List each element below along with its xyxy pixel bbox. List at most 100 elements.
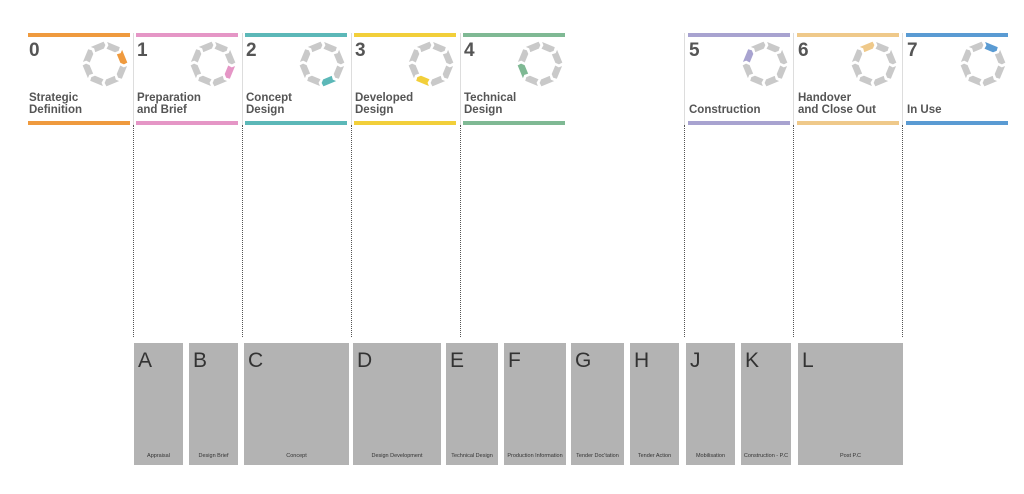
stage-color-bar-bottom <box>136 121 238 125</box>
ring-segment <box>763 74 782 88</box>
stage-header-divider <box>902 33 903 125</box>
stage-number: 3 <box>355 40 366 61</box>
stage-number: 5 <box>689 40 700 61</box>
ring-segment <box>189 47 203 64</box>
stage-7: 7 In Use <box>906 33 1008 125</box>
stage-header-divider <box>133 33 134 125</box>
stage-color-bar-bottom <box>797 121 899 125</box>
ring-segment <box>81 62 95 81</box>
stage-number: 7 <box>907 40 918 61</box>
ring-segment <box>966 40 985 54</box>
stage-color-bar-bottom <box>245 121 347 125</box>
ring-segment <box>429 74 448 88</box>
riba-stage-label: Technical Design <box>451 453 493 459</box>
ring-segment <box>748 40 767 54</box>
ring-segment-active <box>983 40 1000 54</box>
stage-color-bar-top <box>354 33 456 37</box>
stage-number: 1 <box>137 40 148 61</box>
stage-color-bar-top <box>136 33 238 37</box>
riba-stage-label: Post P.C <box>840 453 861 459</box>
ring-segment <box>993 47 1007 66</box>
riba-stage-k: K Construction - P.C <box>741 343 791 465</box>
riba-stage-letter: B <box>193 349 208 372</box>
riba-stage-letter: E <box>450 349 465 372</box>
riba-stage-label: Tender Doc'tation <box>576 453 619 459</box>
ring-segment <box>81 47 95 64</box>
ring-segment-active <box>223 64 237 81</box>
stage-5: 5 Construction <box>688 33 790 125</box>
ring-segment <box>407 47 421 64</box>
ring-segment <box>88 74 105 88</box>
stage-name: Preparation and Brief <box>137 92 201 116</box>
stage-header-divider <box>351 33 352 125</box>
stage-name: Strategic Definition <box>29 92 83 116</box>
stage-number: 4 <box>464 40 475 61</box>
cycle-ring-icon <box>298 40 346 88</box>
ring-segment <box>850 47 864 64</box>
stage-number: 2 <box>246 40 257 61</box>
ring-segment <box>874 40 891 54</box>
stage-header-divider <box>793 33 794 125</box>
riba-stage-letter: K <box>745 349 760 372</box>
stage-color-bar-top <box>463 33 565 37</box>
ring-segment <box>550 47 564 66</box>
ring-segment <box>540 40 557 54</box>
stage-4: 4 Technical Design <box>463 33 565 125</box>
riba-stage-j: J Mobilisation <box>686 343 735 465</box>
riba-stage-l: L Post P.C <box>798 343 903 465</box>
ring-segment <box>765 40 782 54</box>
ring-segment <box>322 40 339 54</box>
riba-stage-letter: H <box>634 349 650 372</box>
ring-segment <box>775 47 789 66</box>
stage-color-bar-top <box>797 33 899 37</box>
stage-1: 1 Preparation and Brief <box>136 33 238 125</box>
ring-segment <box>850 62 864 81</box>
cycle-ring-icon <box>959 40 1007 88</box>
ring-segment <box>516 47 530 64</box>
riba-stage-label: Appraisal <box>147 453 170 459</box>
ring-segment <box>189 62 203 81</box>
cycle-ring-icon <box>81 40 129 88</box>
stage-color-bar-bottom <box>906 121 1008 125</box>
stage-divider-line <box>902 125 903 337</box>
ring-segment <box>993 64 1007 81</box>
ring-segment <box>775 64 789 81</box>
riba-stage-label: Design Brief <box>198 453 229 459</box>
ring-segment <box>305 74 322 88</box>
stage-color-bar-top <box>906 33 1008 37</box>
stage-divider-line <box>684 125 685 337</box>
ring-segment <box>305 40 324 54</box>
cycle-ring-icon <box>516 40 564 88</box>
stage-divider-line <box>242 125 243 337</box>
ring-segment <box>441 47 455 66</box>
ring-segment <box>959 62 973 81</box>
ring-segment <box>196 74 213 88</box>
stage-name: Construction <box>689 104 761 116</box>
cycle-ring-icon <box>189 40 237 88</box>
riba-stage-letter: F <box>508 349 521 372</box>
ring-segment <box>223 47 237 66</box>
cycle-ring-icon <box>850 40 898 88</box>
riba-stage-f: F Production Information <box>504 343 566 465</box>
riba-stage-letter: A <box>138 349 153 372</box>
stage-number: 6 <box>798 40 809 61</box>
ring-segment <box>211 74 230 88</box>
stage-number: 0 <box>29 40 40 61</box>
ring-segment <box>298 47 312 64</box>
stage-color-bar-top <box>245 33 347 37</box>
ring-segment <box>103 74 122 88</box>
ring-segment <box>298 62 312 81</box>
stage-color-bar-bottom <box>688 121 790 125</box>
stage-color-bar-bottom <box>463 121 565 125</box>
ring-segment <box>884 47 898 66</box>
riba-stage-label: Production Information <box>507 453 563 459</box>
ring-segment <box>431 40 448 54</box>
ring-segment <box>981 74 1000 88</box>
stage-color-bar-top <box>688 33 790 37</box>
ring-segment <box>213 40 230 54</box>
riba-stage-label: Mobilisation <box>695 453 726 459</box>
stage-name: Handover and Close Out <box>798 92 876 116</box>
stage-color-bar-bottom <box>28 121 130 125</box>
stage-2: 2 Concept Design <box>245 33 347 125</box>
riba-stage-letter: G <box>575 349 592 372</box>
